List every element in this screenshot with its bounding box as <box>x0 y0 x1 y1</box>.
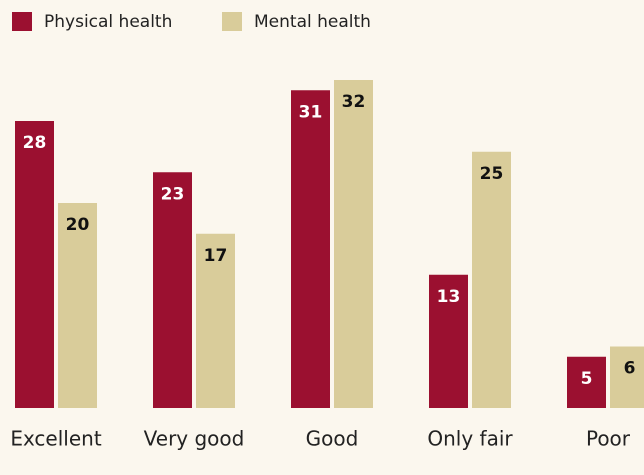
x-tick-label: Excellent <box>10 427 102 451</box>
bar <box>196 233 235 408</box>
value-label: 28 <box>23 133 47 153</box>
bar <box>610 346 644 408</box>
bar <box>567 356 606 408</box>
bar <box>58 203 97 408</box>
legend-label: Physical health <box>44 12 172 32</box>
value-label: 6 <box>624 359 636 379</box>
bar <box>429 274 468 408</box>
x-tick-label: Poor <box>586 427 631 451</box>
bar <box>472 151 511 408</box>
x-tick-label: Good <box>306 427 359 451</box>
value-label: 20 <box>66 215 90 235</box>
x-tick-label: Very good <box>144 427 245 451</box>
value-label: 32 <box>342 92 366 112</box>
value-label: 13 <box>437 287 461 307</box>
bar <box>334 80 373 408</box>
legend-swatch <box>12 12 32 31</box>
value-label: 31 <box>299 102 323 122</box>
value-label: 23 <box>161 184 185 204</box>
x-tick-label: Only fair <box>427 427 513 451</box>
legend-swatch <box>222 12 242 31</box>
bar <box>291 90 330 408</box>
legend-label: Mental health <box>254 12 371 32</box>
bar <box>153 172 192 408</box>
bar <box>15 121 54 408</box>
value-label: 5 <box>581 369 593 389</box>
value-label: 17 <box>204 246 228 266</box>
value-label: 25 <box>480 164 504 184</box>
